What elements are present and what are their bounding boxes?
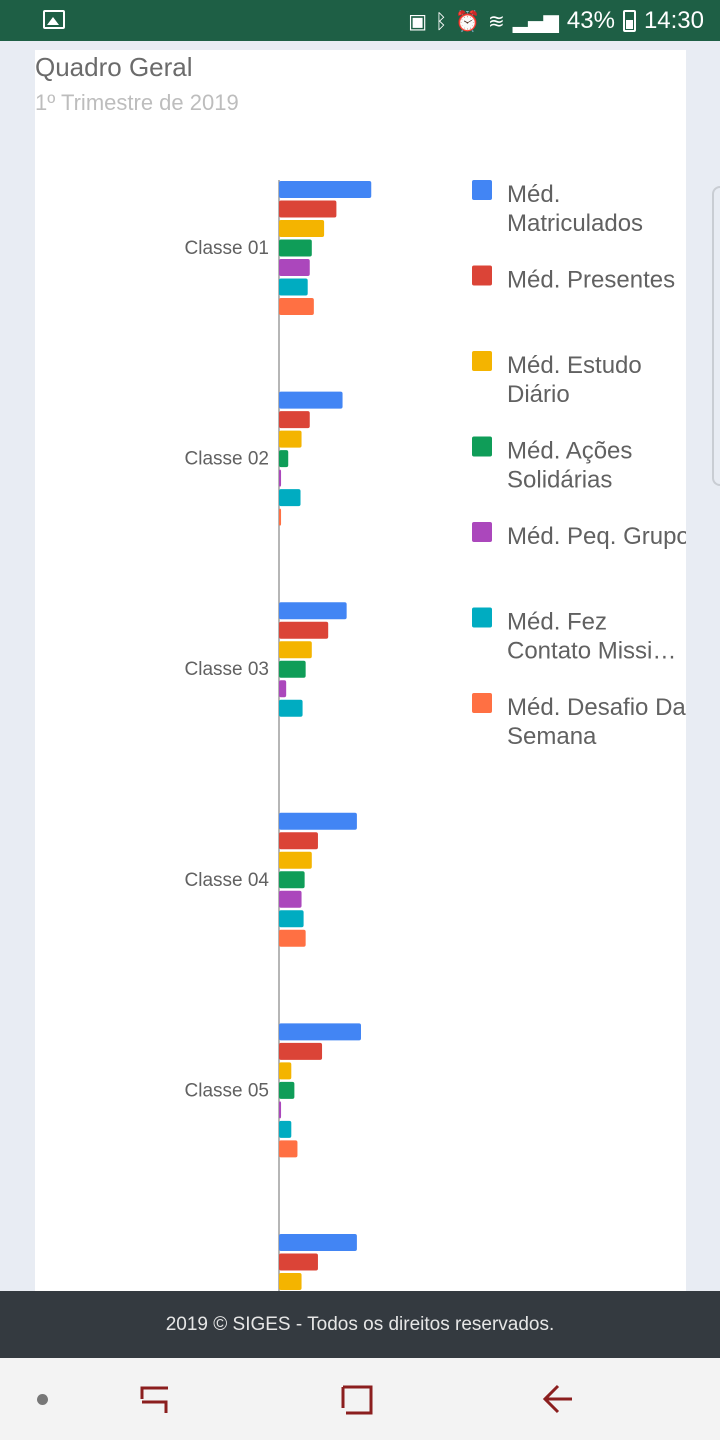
wifi-icon: ≋: [487, 9, 505, 33]
legend-label-line: Méd. Estudo: [507, 352, 642, 379]
bar[interactable]: [279, 508, 282, 526]
bar[interactable]: [279, 1023, 361, 1041]
bar[interactable]: [279, 239, 312, 257]
legend-label[interactable]: Méd. Ações Solidárias: [507, 438, 632, 494]
bar[interactable]: [279, 1140, 298, 1158]
bar-chart: Classe 01 Classe 02 Classe 03 Classe 04 Clas…: [185, 180, 686, 1291]
legend-label-line: Méd. Desafio Da: [507, 694, 686, 721]
bar[interactable]: [279, 469, 282, 487]
bar[interactable]: [279, 699, 303, 717]
legend-label-line: Solidárias: [507, 467, 612, 494]
legend-label[interactable]: Méd. Matriculados: [507, 181, 643, 237]
legend-label-line: Méd.: [507, 181, 560, 208]
home-icon[interactable]: [341, 1385, 373, 1415]
legend-swatch: [472, 607, 492, 628]
bar[interactable]: [279, 1120, 292, 1138]
bar[interactable]: [279, 641, 312, 659]
bar[interactable]: [279, 890, 302, 908]
back-icon[interactable]: [542, 1384, 572, 1414]
recent-apps-icon[interactable]: [140, 1386, 168, 1413]
bar[interactable]: [279, 660, 306, 678]
battery-icon: [622, 10, 636, 32]
bar[interactable]: [279, 450, 289, 468]
bar[interactable]: [279, 181, 372, 198]
bar[interactable]: [279, 1062, 292, 1080]
clock: 14:30: [643, 7, 704, 34]
bar[interactable]: [279, 391, 343, 409]
legend-label-line: Méd. Fez: [507, 609, 607, 636]
footer-text: 2019 © SIGES - Todos os direitos reserva…: [165, 1313, 555, 1335]
legend-swatch: [472, 693, 492, 713]
alarm-icon: ⏰: [455, 9, 480, 33]
battery-percent: 43%: [566, 7, 615, 34]
bar[interactable]: [279, 220, 325, 237]
nav-dot-indicator: [37, 1394, 48, 1405]
bar[interactable]: [279, 298, 314, 315]
legend-label-line: Diário: [507, 381, 570, 408]
bar[interactable]: [279, 871, 305, 889]
legend-label[interactable]: Méd. Peq. Grupo: [507, 523, 686, 550]
bar[interactable]: [279, 1101, 282, 1119]
legend-label-line: Méd. Presentes: [507, 267, 675, 294]
signal-icon: ▂▄▆: [512, 9, 559, 33]
legend-swatch: [472, 436, 492, 457]
legend-swatch: [472, 351, 492, 371]
legend-label-line: Méd. Peq. Grupo: [507, 523, 686, 550]
bar[interactable]: [279, 1253, 318, 1271]
bar[interactable]: [279, 621, 329, 639]
bar[interactable]: [279, 812, 357, 830]
legend-label[interactable]: Méd. Fez Contato Missi…: [507, 609, 676, 665]
bluetooth-icon: ᛒ: [435, 9, 448, 33]
category-label: Classe 02: [185, 449, 270, 470]
legend-label[interactable]: Méd. Estudo Diário: [507, 352, 642, 408]
chart-card: Classe 01 Classe 02 Classe 03 Classe 04 Clas…: [35, 50, 686, 1291]
bar[interactable]: [279, 200, 337, 218]
bar[interactable]: [279, 1234, 357, 1251]
category-label: Classe 03: [185, 659, 270, 680]
footer: 2019 © SIGES - Todos os direitos reserva…: [0, 1291, 720, 1358]
bar[interactable]: [279, 1081, 295, 1099]
navigation-bar: [0, 1358, 720, 1440]
legend-label[interactable]: Méd. Desafio Da Semana: [507, 694, 686, 750]
chart-subtitle: 1º Trimestre de 2019: [35, 90, 239, 115]
legend-label-line: Contato Missi…: [507, 638, 676, 665]
bar[interactable]: [279, 1273, 302, 1290]
bar[interactable]: [279, 411, 310, 429]
legend-swatch: [472, 180, 492, 200]
legend-label-line: Semana: [507, 723, 597, 750]
category-label: Classe 04: [185, 870, 270, 891]
status-icons: ▣ ᛒ ⏰ ≋ ▂▄▆ 43% 14:30: [408, 6, 704, 36]
category-label: Classe 01: [185, 238, 270, 259]
legend-swatch: [472, 522, 492, 542]
bar[interactable]: [279, 602, 347, 620]
chart-title: Quadro Geral: [35, 52, 193, 82]
bar[interactable]: [279, 278, 308, 296]
bar[interactable]: [279, 1042, 323, 1060]
nfc-icon: ▣: [408, 9, 428, 33]
status-bar: ▣ ᛒ ⏰ ≋ ▂▄▆ 43% 14:30: [0, 0, 720, 41]
legend-label-line: Méd. Ações: [507, 438, 632, 465]
category-label: Classe 05: [185, 1080, 270, 1101]
scroll-edge-handle[interactable]: [712, 186, 720, 486]
bar[interactable]: [279, 430, 302, 448]
legend-swatch: [472, 265, 492, 286]
bar[interactable]: [279, 832, 318, 850]
bar[interactable]: [279, 851, 312, 869]
gallery-notification-icon: [43, 10, 65, 29]
bar[interactable]: [279, 259, 310, 276]
bar[interactable]: [279, 489, 301, 507]
bar[interactable]: [279, 680, 287, 698]
bar[interactable]: [279, 929, 306, 947]
legend-label-line: Matriculados: [507, 210, 643, 237]
bar[interactable]: [279, 910, 304, 928]
legend-label[interactable]: Méd. Presentes: [507, 267, 675, 294]
